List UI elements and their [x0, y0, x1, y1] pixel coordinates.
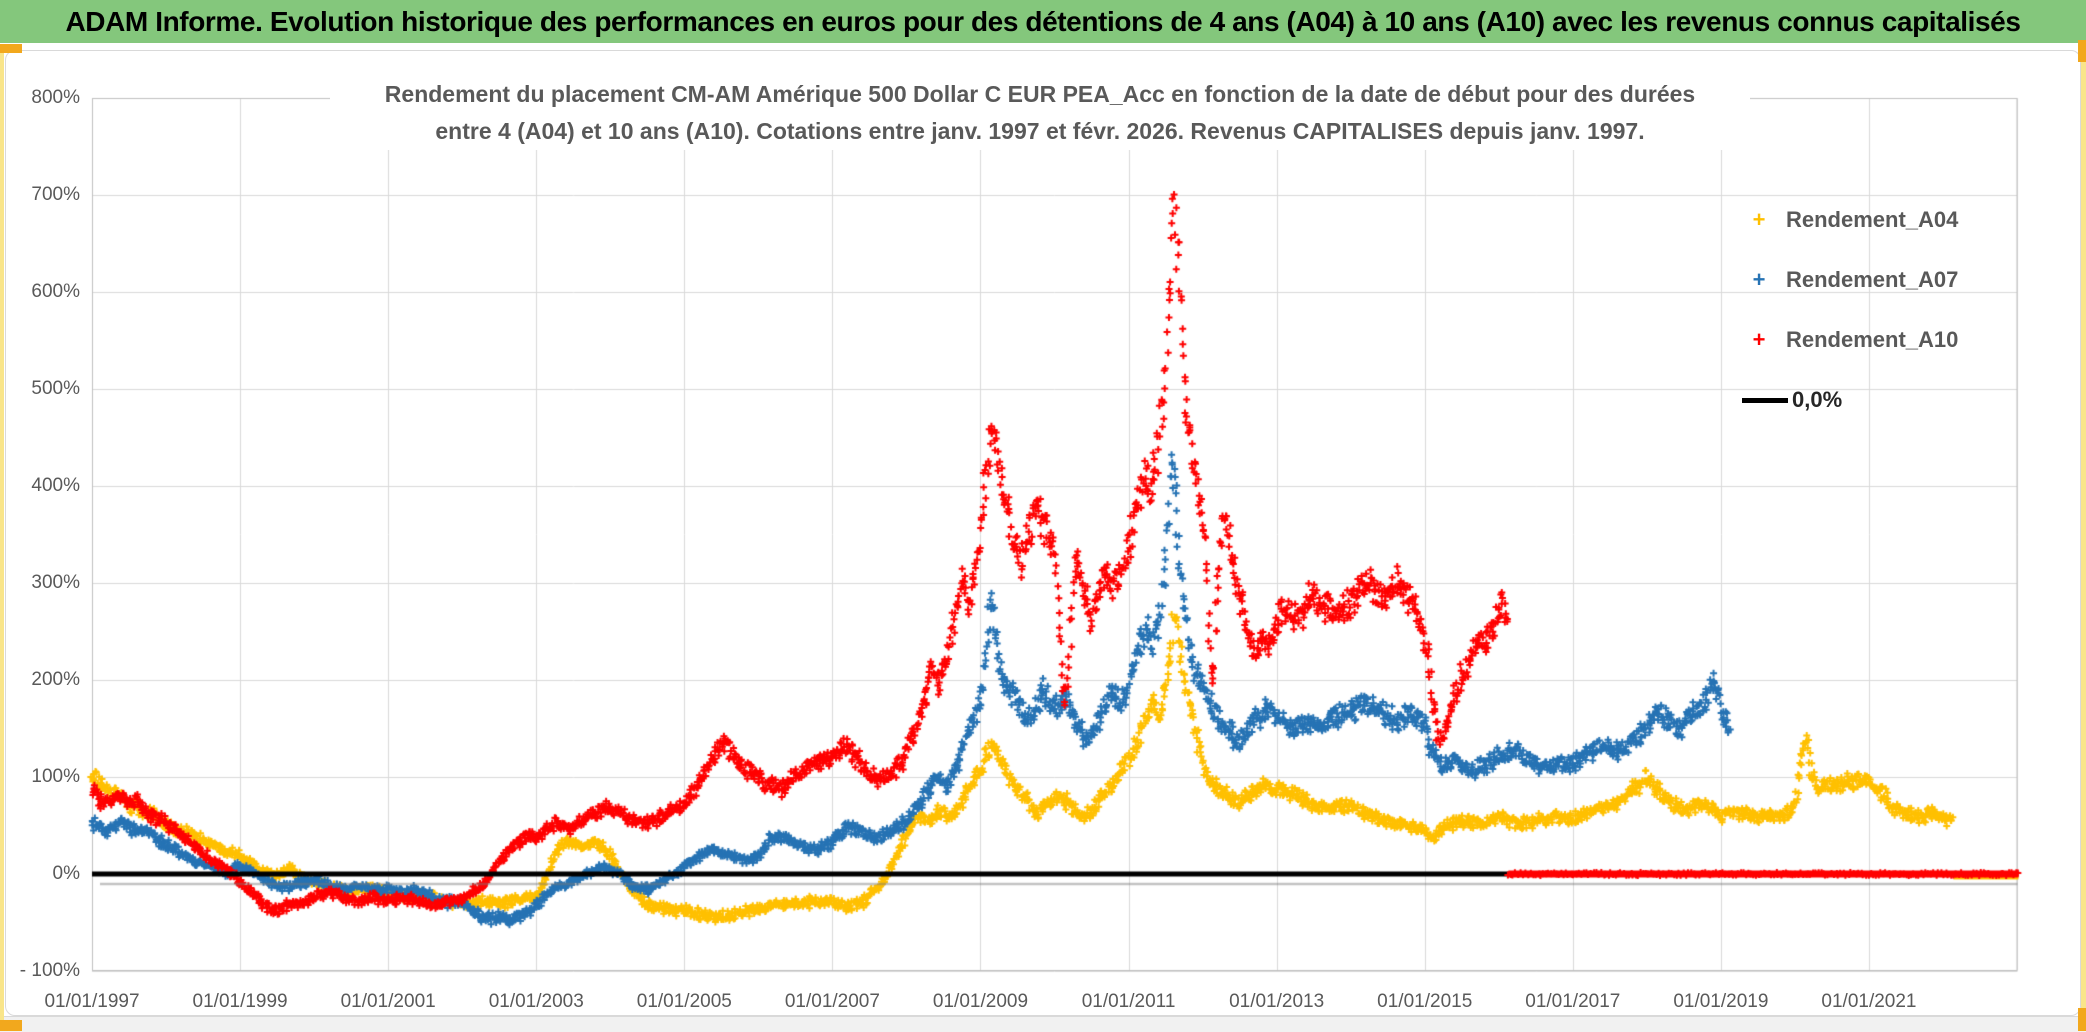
y-tick-label: 700% — [31, 184, 80, 205]
x-tick-label: 01/01/2019 — [1673, 991, 1769, 1012]
zero-line-icon — [1742, 397, 1788, 403]
x-tick-label: 01/01/2021 — [1821, 991, 1917, 1012]
plus-marker-icon: + — [1752, 267, 1766, 292]
x-tick-label: 01/01/2017 — [1525, 991, 1621, 1012]
chart-title-line-1: Rendement du placement CM-AM Amérique 50… — [384, 81, 1696, 107]
x-tick-label: 01/01/2011 — [1081, 991, 1176, 1012]
legend-item-a07: + Rendement_A07 — [1742, 250, 1959, 310]
x-tick-label: 01/01/2005 — [636, 991, 732, 1012]
legend-label: 0,0% — [1792, 387, 1843, 412]
legend-item-a04: + Rendement_A04 — [1742, 190, 1959, 250]
legend-item-a10: + Rendement_A10 — [1742, 310, 1959, 370]
chart-title: Rendement du placement CM-AM Amérique 50… — [330, 76, 1750, 150]
left-edge-strip — [0, 44, 4, 1031]
corner-accent-bottom-left — [0, 1020, 22, 1031]
y-tick-label: 600% — [31, 281, 80, 302]
x-tick-label: 01/01/2015 — [1377, 991, 1473, 1012]
y-tick-label: 100% — [31, 766, 80, 787]
legend-label: Rendement_A10 — [1786, 327, 1959, 352]
legend-item-zero: 0,0% — [1742, 370, 1958, 430]
y-tick-label: 300% — [31, 572, 80, 593]
y-tick-label: 400% — [31, 475, 80, 496]
plus-marker-icon: + — [1752, 327, 1766, 352]
x-tick-label: 01/01/2001 — [340, 991, 436, 1012]
y-tick-label: - 100% — [19, 960, 80, 981]
y-tick-label: 200% — [31, 669, 80, 690]
page-title: ADAM Informe. Evolution historique des p… — [65, 5, 2021, 37]
corner-accent-top-right — [2078, 40, 2086, 62]
header-bar: ADAM Informe. Evolution historique des p… — [0, 0, 2086, 43]
y-tick-label: 0% — [52, 863, 80, 884]
x-tick-label: 01/01/1997 — [44, 991, 140, 1012]
corner-accent-top-left — [0, 44, 22, 53]
legend-label: Rendement_A04 — [1786, 207, 1959, 232]
x-tick-label: 01/01/2007 — [784, 991, 880, 1012]
chart-legend: + Rendement_A04 + Rendement_A07 + Rendem… — [1742, 190, 1958, 430]
corner-accent-bottom-right — [2078, 1008, 2086, 1031]
y-tick-label: 800% — [31, 87, 80, 108]
chart-title-line-2: entre 4 (A04) et 10 ans (A10). Cotations… — [435, 118, 1645, 144]
plus-marker-icon: + — [1752, 207, 1766, 232]
x-tick-label: 01/01/2009 — [932, 991, 1029, 1012]
x-tick-label: 01/01/2013 — [1229, 991, 1325, 1012]
legend-label: Rendement_A07 — [1786, 267, 1959, 292]
right-edge-strip — [2081, 40, 2086, 1031]
x-tick-label: 01/01/2003 — [488, 991, 584, 1012]
y-tick-label: 500% — [31, 378, 80, 399]
x-tick-label: 01/01/1999 — [192, 991, 288, 1012]
